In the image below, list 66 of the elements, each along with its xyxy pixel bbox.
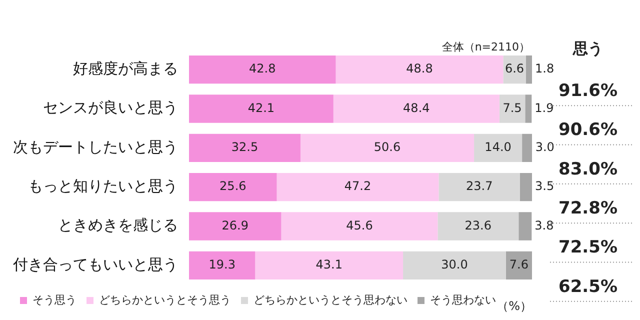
bar	[189, 55, 336, 84]
data-label: 30.0	[441, 258, 468, 272]
bar	[189, 172, 277, 202]
bar	[333, 94, 500, 123]
data-label: 19.3	[208, 258, 236, 272]
y-tick-label: センスが良いと思う	[43, 98, 178, 117]
text: （%）	[496, 299, 532, 314]
bar	[522, 134, 532, 162]
legend-label: どちらかというとそう思う	[99, 293, 231, 306]
annotation: 全体（n=2110）	[442, 40, 530, 54]
y-tick-label: 付き合ってもいいと思う	[12, 255, 178, 274]
bar	[438, 172, 520, 202]
legend-label: そう思わない	[430, 293, 496, 306]
bar	[518, 212, 532, 240]
data-label: 42.1	[248, 100, 275, 115]
data-label: 45.6	[346, 218, 373, 232]
data-label: 48.4	[403, 100, 430, 115]
data-label: 3.5	[535, 179, 554, 194]
data-label: 26.9	[222, 218, 248, 232]
data-label: 14.0	[484, 140, 512, 154]
legend-label: そう思う	[32, 293, 76, 306]
data-label: 3.8	[534, 218, 554, 232]
text: 90.6%	[558, 120, 618, 140]
text: 思う	[572, 39, 603, 58]
bar	[506, 251, 532, 280]
bar	[276, 172, 439, 202]
data-label: 25.6	[220, 179, 246, 194]
bar	[438, 212, 519, 240]
data-label: 43.1	[316, 258, 342, 272]
bar	[474, 134, 522, 162]
data-label: 23.6	[464, 218, 492, 232]
data-label: 3.0	[535, 140, 554, 154]
data-label: 42.8	[249, 62, 276, 76]
data-label: 1.9	[534, 100, 554, 115]
bar	[189, 94, 334, 123]
legend-label: どちらかというとそう思わない	[254, 293, 408, 306]
data-label: 32.5	[231, 140, 258, 154]
bar	[526, 55, 532, 84]
bar	[336, 55, 504, 84]
y-tick-label: ときめきを感じる	[58, 216, 178, 234]
data-label: 7.6	[509, 258, 529, 272]
bar	[300, 134, 474, 162]
data-label: 47.2	[344, 179, 372, 194]
y-tick-label: 好感度が高まる	[73, 59, 178, 78]
text: 62.5%	[558, 276, 618, 297]
data-label: 1.8	[535, 62, 554, 76]
bar	[189, 212, 282, 240]
data-label: 50.6	[374, 140, 401, 154]
data-label: 48.8	[406, 62, 433, 76]
bar	[189, 134, 300, 162]
text: 83.0%	[558, 159, 618, 180]
data-label: 6.6	[504, 62, 524, 76]
y-tick-label: 次もデートしたいと思う	[13, 138, 178, 156]
bar	[525, 94, 532, 123]
bar	[189, 251, 256, 280]
bar	[499, 94, 526, 123]
y-tick-label: もっと知りたいと思う	[28, 176, 178, 195]
bar	[281, 212, 438, 240]
text: 72.5%	[558, 238, 618, 258]
bar	[255, 251, 404, 280]
data-label: 23.7	[466, 179, 493, 194]
data-label: 7.5	[502, 100, 522, 115]
bar	[403, 251, 506, 280]
text: 72.8%	[558, 198, 618, 219]
bar	[520, 172, 532, 202]
text: 91.6%	[558, 81, 618, 102]
